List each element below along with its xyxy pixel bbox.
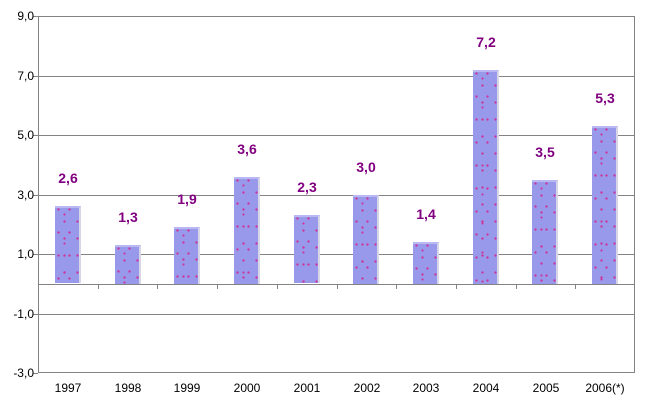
y-axis-tick [33, 135, 38, 136]
plot-area-border [38, 16, 635, 373]
x-axis-category-label: 1997 [54, 381, 82, 395]
bar [174, 227, 200, 284]
category-axis-line [38, 284, 635, 285]
x-axis-category-label: 1999 [173, 381, 201, 395]
bar-value-label: 1,4 [416, 206, 436, 222]
bar [55, 206, 81, 283]
y-axis-tick-label: 9,0 [17, 9, 34, 23]
category-axis-tick [456, 285, 457, 289]
x-axis-category-label: 2000 [233, 381, 261, 395]
gridline [38, 314, 635, 315]
bar [234, 177, 260, 284]
y-axis-tick [33, 195, 38, 196]
bar [413, 242, 439, 284]
bar-value-label: 2,6 [58, 170, 78, 186]
bar [532, 180, 558, 284]
y-axis-tick-label: 5,0 [17, 128, 34, 142]
category-axis-tick [337, 285, 338, 289]
category-axis-tick [277, 285, 278, 289]
x-axis-category-label: 2003 [412, 381, 440, 395]
gridline [38, 135, 635, 136]
category-axis-tick [575, 285, 576, 289]
bar-value-label: 3,6 [237, 141, 257, 157]
y-axis-tick-label: -1,0 [13, 307, 34, 321]
y-axis-tick-label: -3,0 [13, 366, 34, 380]
category-axis-tick [98, 285, 99, 289]
bar-value-label: 2,3 [297, 179, 317, 195]
y-axis-tick-label: 1,0 [17, 247, 34, 261]
y-axis-tick [33, 16, 38, 17]
bar-value-label: 3,5 [535, 144, 555, 160]
bar [294, 215, 320, 283]
gridline [38, 76, 635, 77]
x-axis-category-label: 2004 [472, 381, 500, 395]
bar-value-label: 7,2 [476, 34, 496, 50]
x-axis-category-label: 2005 [532, 381, 560, 395]
bar [115, 245, 141, 284]
y-axis-tick [33, 254, 38, 255]
y-axis-tick-label: 7,0 [17, 69, 34, 83]
category-axis-tick [157, 285, 158, 289]
bar [592, 126, 618, 284]
bar-value-label: 5,3 [595, 90, 615, 106]
bar [473, 70, 499, 284]
category-axis-tick [217, 285, 218, 289]
bar-value-label: 1,3 [118, 209, 138, 225]
y-axis-tick [33, 373, 38, 374]
bar-value-label: 1,9 [177, 191, 197, 207]
x-axis-category-label: 2006(*) [585, 381, 625, 395]
category-axis-tick [396, 285, 397, 289]
x-axis-category-label: 2002 [353, 381, 381, 395]
category-axis-tick [516, 285, 517, 289]
y-axis-tick [33, 76, 38, 77]
gridline [38, 254, 635, 255]
y-axis-tick-label: 3,0 [17, 188, 34, 202]
x-axis-category-label: 1998 [114, 381, 142, 395]
bar [353, 195, 379, 284]
y-axis-tick [33, 314, 38, 315]
bar-value-label: 3,0 [356, 159, 376, 175]
x-axis-category-label: 2001 [293, 381, 321, 395]
gridline [38, 195, 635, 196]
